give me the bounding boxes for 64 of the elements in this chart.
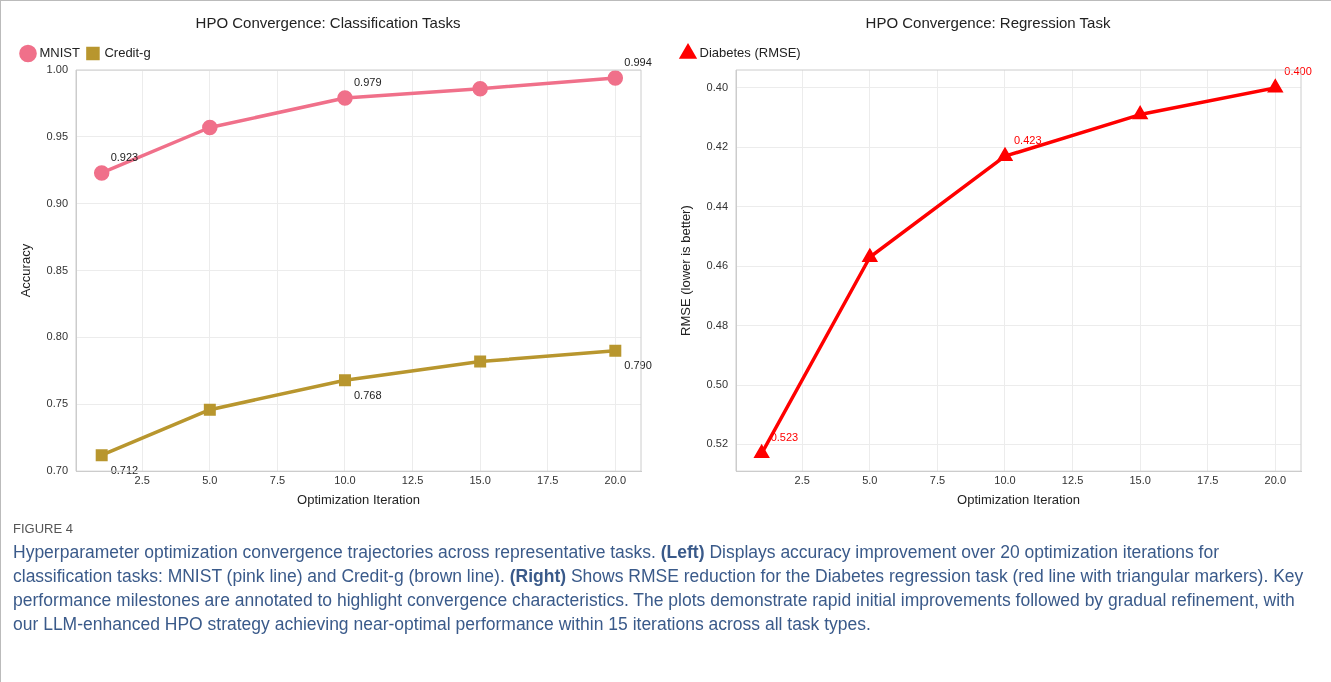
data-label: 0.979 <box>353 75 382 88</box>
point <box>998 148 1012 161</box>
legend-label: Diabetes (RMSE) <box>699 45 801 61</box>
data-label: 0.423 <box>1013 133 1042 146</box>
data-label: 0.400 <box>1284 65 1312 78</box>
x-axis-title: Optimization Iteration <box>957 491 1080 507</box>
y-tick-label: 0.80 <box>46 330 69 343</box>
y-tick-label: 0.40 <box>706 80 729 93</box>
x-tick-label: 12.5 <box>1061 473 1084 486</box>
x-tick-label: 15.0 <box>1129 473 1151 486</box>
point <box>95 449 108 462</box>
point <box>862 249 877 262</box>
x-tick-label: 5.0 <box>202 473 218 486</box>
y-tick-label: 0.90 <box>46 196 69 209</box>
chart-title: HPO Convergence: Regression Task <box>865 14 1111 32</box>
x-tick-label: 20.0 <box>604 473 627 486</box>
data-label: 0.712 <box>110 463 139 476</box>
x-tick-label: 2.5 <box>134 473 150 486</box>
data-label: 0.790 <box>624 359 652 372</box>
data-label: 0.768 <box>353 388 382 401</box>
x-tick-label: 10.0 <box>994 473 1016 486</box>
y-tick-label: 0.85 <box>46 263 69 276</box>
y-tick-label: 0.44 <box>706 199 729 212</box>
x-tick-label: 10.0 <box>334 473 356 486</box>
x-tick-label: 7.5 <box>929 473 946 486</box>
point <box>474 355 487 368</box>
legend-label: MNIST <box>39 45 80 61</box>
x-tick-label: 20.0 <box>1264 473 1287 486</box>
data-label: 0.994 <box>624 55 652 68</box>
y-tick-label: 0.46 <box>706 259 729 272</box>
point <box>203 403 216 416</box>
point <box>607 70 624 86</box>
chart-title: HPO Convergence: Classification Tasks <box>195 14 461 32</box>
point <box>753 443 770 459</box>
point <box>609 344 622 357</box>
point <box>472 80 488 97</box>
point <box>1133 106 1148 120</box>
point <box>93 165 110 181</box>
legend-label: Credit-g <box>104 45 151 61</box>
x-tick-label: 5.0 <box>862 473 878 486</box>
y-tick-label: 0.50 <box>706 378 729 391</box>
y-axis-title: RMSE (lower is better) <box>678 205 694 336</box>
y-tick-label: 0.70 <box>46 464 69 477</box>
point <box>1268 80 1283 93</box>
caption: FIGURE 4 <box>13 521 73 536</box>
text: Hyperparameter optimization convergence trajectories across representative tasks. (Left) Displays accuracy improvement over 20 optimization iterations for classification tasks: MNIST (pink line) and Credit-g (brown line). (Right) Shows RMSE reduction for the Diabetes regression task (red line with triangular markers). Key performance milestones are annotated to highlight convergence characteristics. The plots demonstrate rapid initial improvements followed by gradual refinement, with our LLM-enhanced HPO strategy achieving near-optimal performance within 15 iterations across all task types. <box>13 542 1304 634</box>
y-tick-label: 0.95 <box>46 129 69 142</box>
y-tick-label: 0.75 <box>46 397 69 410</box>
y-tick-label: 0.42 <box>706 140 729 153</box>
point <box>337 90 353 106</box>
x-tick-label: 7.5 <box>269 473 286 486</box>
y-tick-label: 0.52 <box>706 437 729 450</box>
x-tick-label: 2.5 <box>794 473 810 486</box>
x-tick-label: 15.0 <box>469 473 491 486</box>
y-axis-title: Accuracy <box>18 243 34 298</box>
data-label: 0.923 <box>110 150 139 163</box>
x-axis-title: Optimization Iteration <box>297 491 420 507</box>
x-tick-label: 12.5 <box>401 473 424 486</box>
point <box>202 119 218 136</box>
point <box>339 374 351 387</box>
y-tick-label: 0.48 <box>706 318 729 331</box>
y-tick-label: 1.00 <box>46 63 69 76</box>
x-tick-label: 17.5 <box>1197 473 1219 486</box>
x-tick-label: 17.5 <box>537 473 559 486</box>
